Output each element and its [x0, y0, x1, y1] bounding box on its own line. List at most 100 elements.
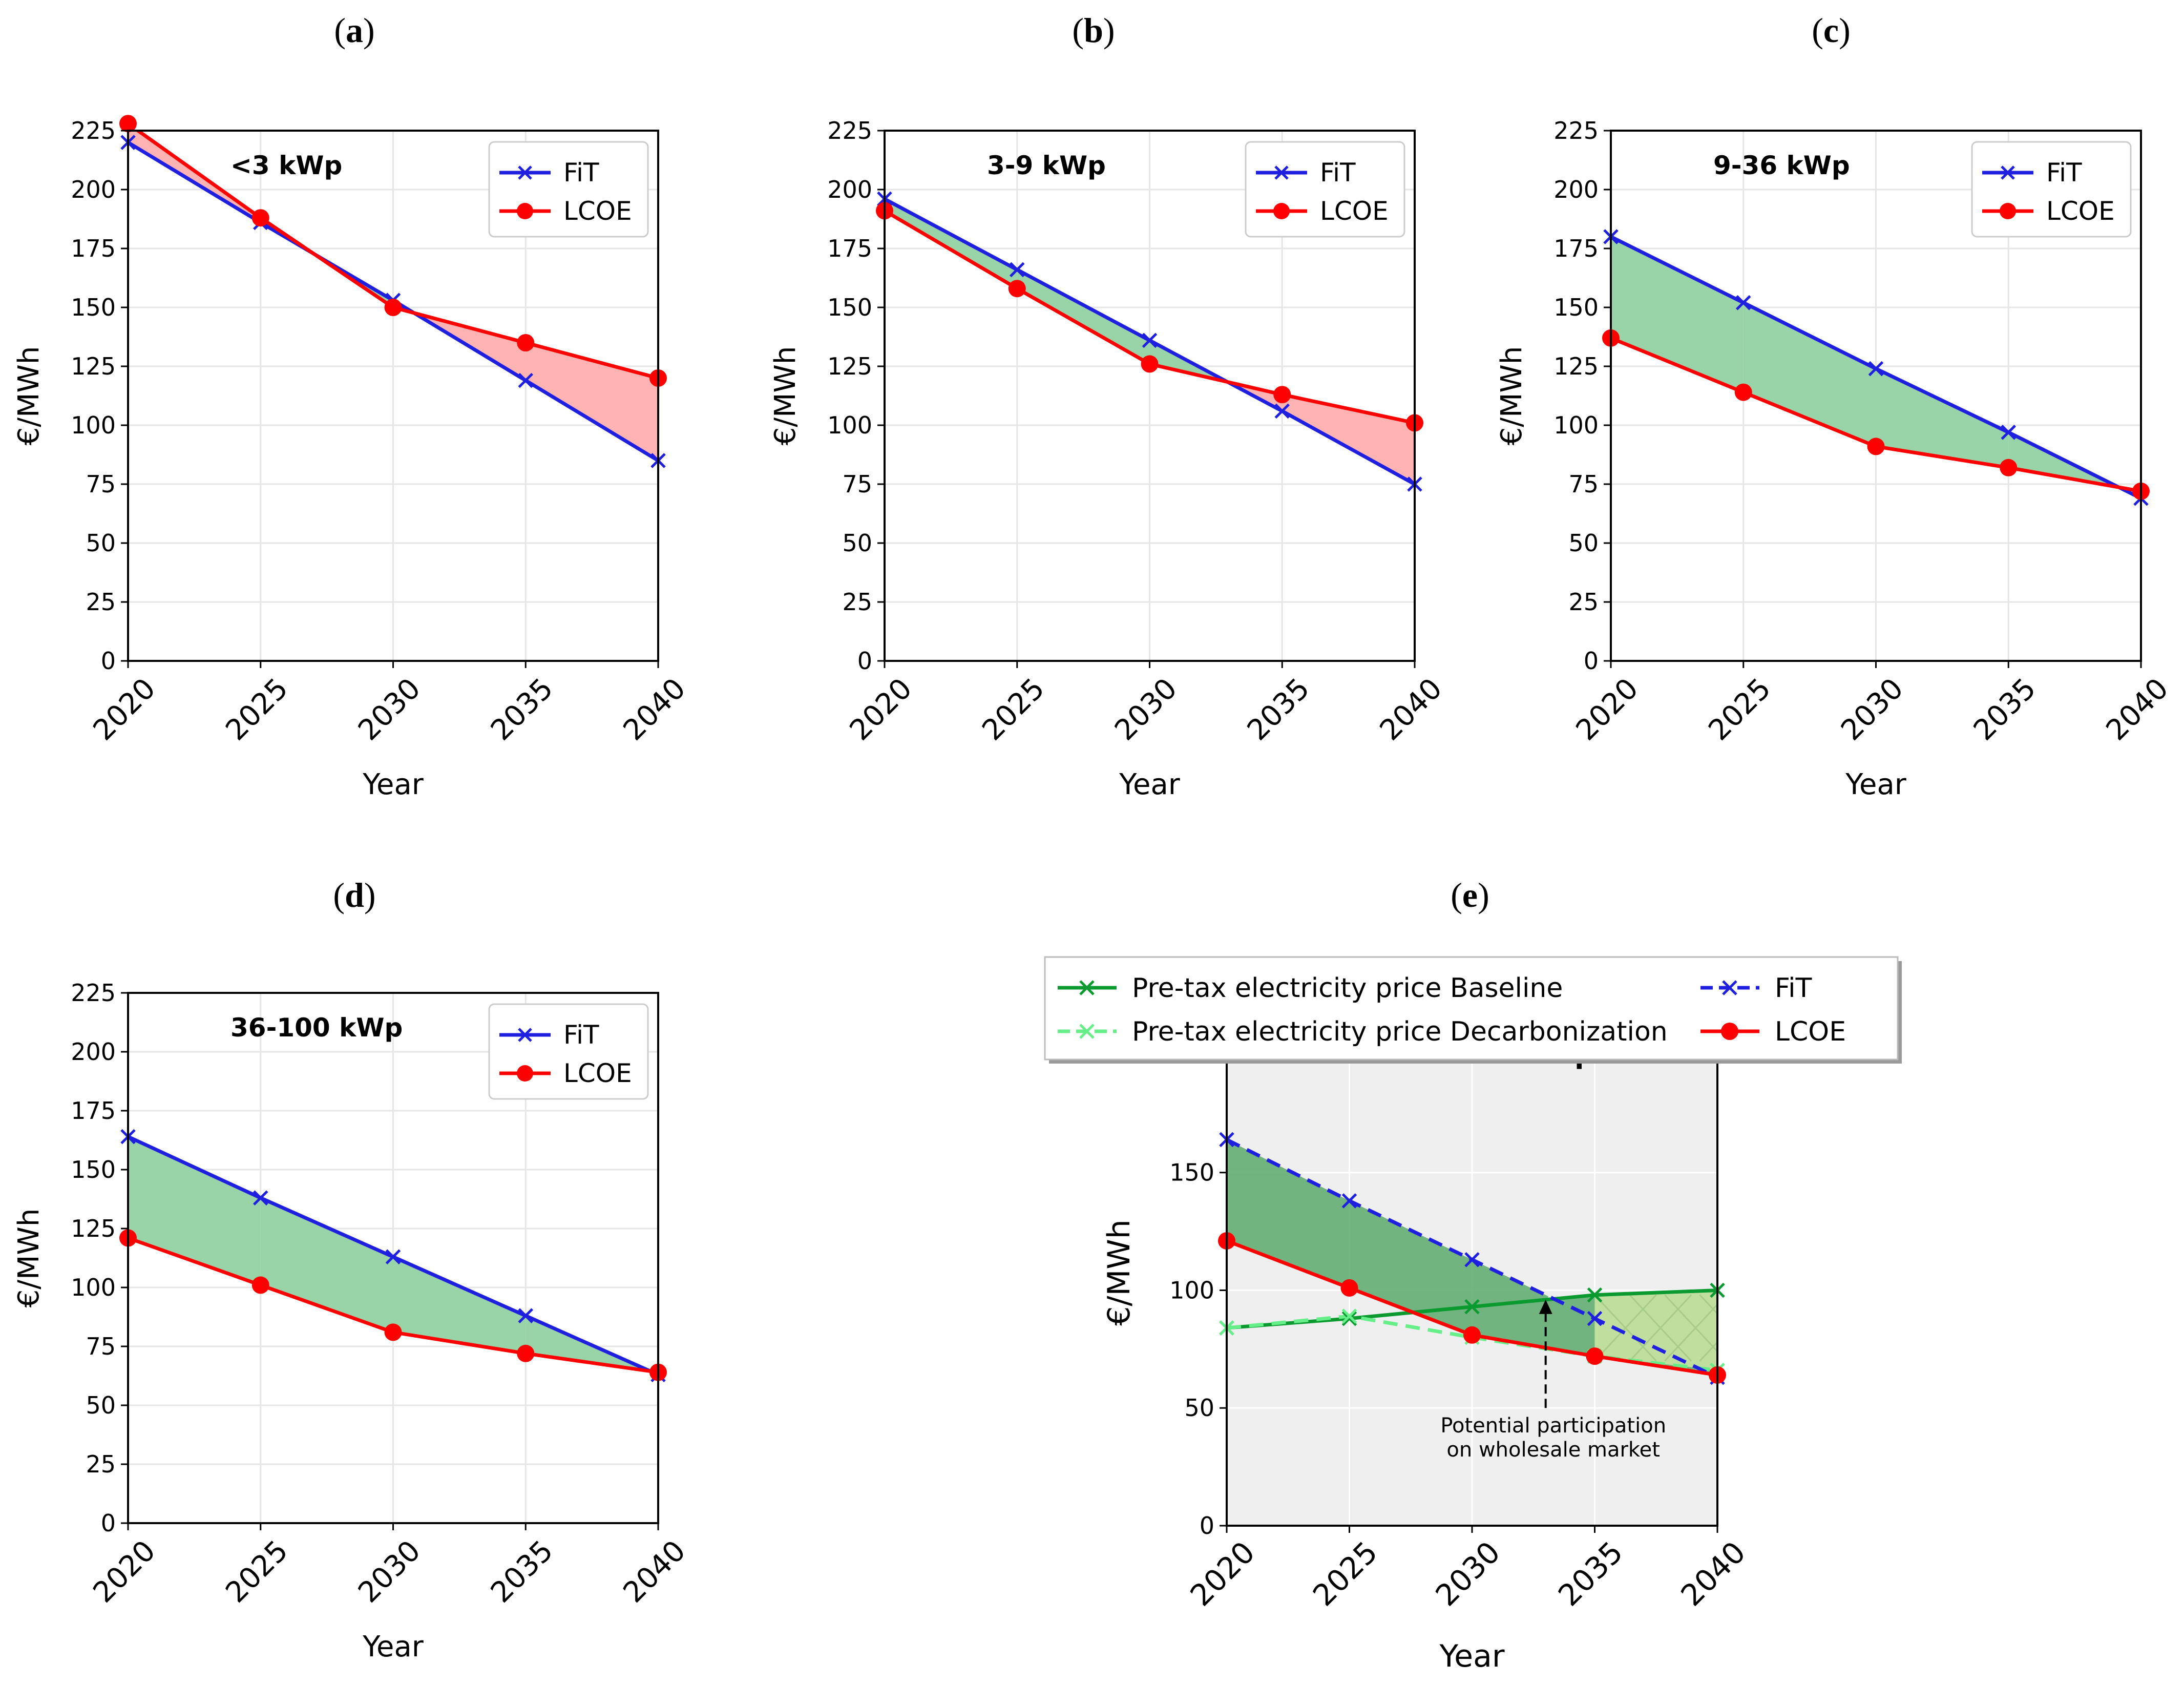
data-point-lcoe — [1273, 386, 1291, 404]
legend-label-lcoe: LCOE — [2046, 196, 2115, 226]
x-tick-label: 2035 — [485, 1534, 560, 1610]
legend: FiT LCOE — [488, 141, 649, 238]
y-tick-label: 100 — [1169, 1276, 1214, 1304]
series-markers — [876, 191, 1423, 492]
hatch-line — [1594, 1294, 1657, 1362]
y-tick-label: 150 — [1553, 294, 1599, 321]
marker-stroke — [1341, 1311, 1357, 1326]
x-tick-label: 2025 — [1702, 672, 1777, 747]
x-tick-label: 2030 — [352, 672, 427, 747]
legend-label-lcoe: LCOE — [1775, 1016, 1846, 1047]
annotation-text-line: Potential participation — [1440, 1414, 1666, 1438]
marker-stroke — [1868, 361, 1884, 377]
legend-label-fit: FiT — [563, 158, 599, 188]
data-point-pre-tax-electricity-price-baseline — [1587, 1287, 1603, 1303]
x-tick-label: 2035 — [485, 672, 560, 747]
y-tick-label: 125 — [827, 352, 872, 380]
chart-panel-c: 0 25 50 75 100 125 150 175 200 225 2020 2025 2030 203… — [1495, 117, 2175, 801]
data-point-lcoe — [1141, 355, 1159, 373]
data-point-lcoe — [384, 1323, 402, 1341]
legend-marker-lcoe — [517, 203, 533, 219]
chart-panel-a: 0 25 50 75 100 125 150 175 200 225 2020 2025 2030 203… — [12, 115, 692, 801]
data-point-fit — [1868, 361, 1884, 377]
y-tick-label: 0 — [101, 1509, 116, 1537]
y-tick-label: 200 — [1553, 176, 1599, 203]
legend-marker-fit — [1722, 980, 1737, 995]
y-axis: 0 25 50 75 100 125 150 175 200 225 — [71, 117, 128, 675]
y-tick-label: 175 — [71, 235, 116, 262]
legend: FiT LCOE — [1971, 141, 2132, 238]
panel-label-a: (a) — [334, 11, 374, 50]
y-tick-label: 200 — [71, 176, 116, 203]
x-axis-title: Year — [1119, 768, 1181, 801]
x-tick-label: 2030 — [1108, 672, 1184, 747]
x-axis-title: Year — [362, 1630, 424, 1664]
data-point-lcoe — [517, 1344, 535, 1362]
data-point-pre-tax-electricity-price-decarbonization — [1341, 1308, 1357, 1324]
chart-panel-d: 0 25 50 75 100 125 150 175 200 225 2020 2025 2030 203… — [12, 979, 692, 1664]
legend-marker-pre-tax-electricity-price-baseline — [1079, 980, 1095, 995]
y-tick-label: 150 — [71, 1156, 116, 1183]
x-tick-label: 2020 — [87, 1534, 162, 1610]
series-markers — [1602, 229, 2150, 506]
data-point-lcoe — [1008, 280, 1026, 298]
marker-stroke — [518, 372, 534, 388]
y-tick-label: 75 — [842, 470, 872, 498]
y-tick-label: 25 — [86, 588, 116, 616]
legend-label-lcoe: LCOE — [1320, 196, 1389, 226]
legend-marker-lcoe — [1273, 203, 1290, 219]
x-axis: 2020 2025 2030 2035 2040 — [87, 661, 692, 747]
marker-stroke — [518, 1308, 534, 1323]
legend-marker-lcoe — [517, 1065, 533, 1082]
legend-marker-fit — [518, 165, 532, 180]
y-tick-label: 150 — [1169, 1159, 1214, 1187]
x-tick-label: 2040 — [2100, 672, 2175, 747]
data-point-fit — [1009, 262, 1025, 278]
data-point-lcoe — [1463, 1326, 1481, 1344]
data-point-fit — [518, 372, 534, 388]
capacity-annotation: 3-9 kWp — [987, 151, 1106, 180]
x-tick-label: 2025 — [219, 672, 295, 747]
capacity-annotation: 9-36 kWp — [1713, 151, 1850, 180]
marker-stroke — [1009, 262, 1025, 278]
x-tick-label: 2040 — [617, 1534, 692, 1610]
x-tick-label: 2020 — [844, 672, 919, 747]
x-tick-label: 2020 — [1184, 1535, 1262, 1613]
data-point-lcoe — [251, 209, 269, 227]
data-point-lcoe — [384, 299, 402, 316]
x-axis: 2020 2025 2030 2035 2040 — [844, 661, 1448, 747]
y-tick-label: 125 — [71, 352, 116, 380]
y-tick-label: 225 — [71, 979, 116, 1007]
legend-marker-pre-tax-electricity-price-decarbonization — [1079, 1024, 1095, 1039]
data-point-lcoe — [119, 115, 137, 133]
y-tick-label: 150 — [827, 294, 872, 321]
legend-marker-fit — [2001, 165, 2015, 180]
x-tick-label: 2030 — [352, 1534, 427, 1610]
data-point-lcoe — [251, 1276, 269, 1294]
legend-label-pre-tax-electricity-price-decarbonization: Pre-tax electricity price Decarbonizatio… — [1132, 1016, 1668, 1047]
marker-stroke — [1341, 1308, 1357, 1324]
panel-label-b: (b) — [1072, 11, 1115, 50]
y-tick-label: 0 — [857, 647, 872, 675]
data-point-lcoe — [1734, 383, 1752, 401]
capacity-annotation: <3 kWp — [230, 151, 342, 180]
hatch-line — [1699, 1341, 1717, 1362]
y-axis: 050100150200 — [1169, 1041, 1227, 1540]
x-tick-label: 2025 — [976, 672, 1051, 747]
data-point-fit — [518, 1308, 534, 1323]
y-tick-label: 0 — [1200, 1512, 1214, 1540]
fill-fit-above-lcoe — [885, 199, 1017, 289]
y-tick-label: 25 — [1568, 588, 1599, 616]
marker-stroke — [1587, 1311, 1603, 1326]
hatch-line — [1664, 1303, 1717, 1362]
y-tick-label: 225 — [827, 117, 872, 144]
x-axis: 2020 2025 2030 2035 2040 — [1184, 1526, 1752, 1613]
fill-fit-above-lcoe — [393, 1257, 526, 1354]
y-tick-label: 50 — [1568, 529, 1599, 557]
fill-fit-above-lcoe — [1876, 368, 2009, 468]
y-tick-label: 100 — [71, 1274, 116, 1301]
data-point-fit — [1735, 295, 1751, 310]
x-axis: 2020 2025 2030 2035 2040 — [1570, 661, 2175, 747]
data-point-lcoe — [1586, 1347, 1604, 1365]
x-axis: 2020 2025 2030 2035 2040 — [87, 1523, 692, 1609]
